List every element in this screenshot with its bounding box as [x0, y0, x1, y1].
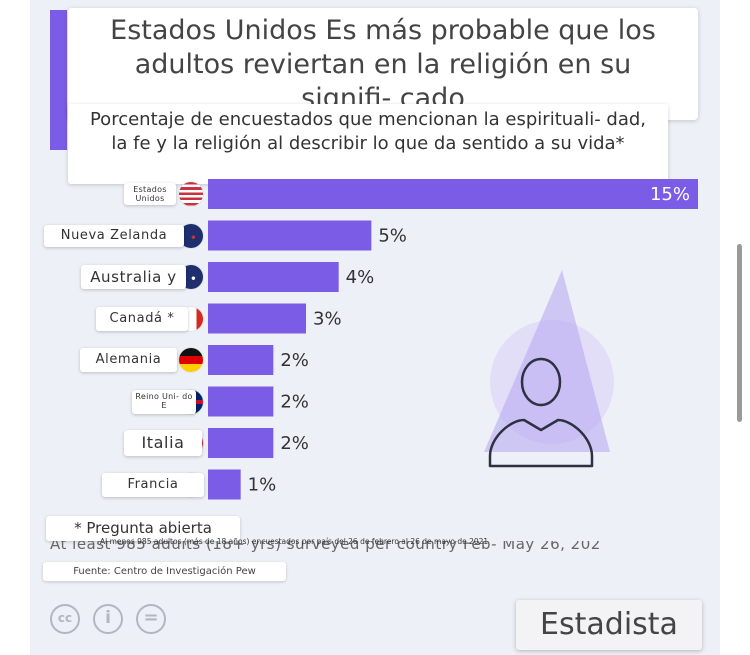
us-flag-icon [179, 182, 203, 206]
category-label-australia-y: Australia y [81, 265, 186, 289]
bar-estados-unidos [208, 179, 698, 209]
value-label-estados-unidos: 15% [650, 184, 690, 205]
person-spotlight-icon [484, 270, 614, 468]
category-label-reino-uni-do-e: Reino Uni- do E [132, 389, 196, 414]
bar-italia [208, 428, 274, 458]
category-label-estados-unidos: Estados Unidos [124, 183, 176, 205]
attribution-icon[interactable]: i [93, 604, 123, 634]
survey-details: Al menos 985 adultos (más de 18 años) en… [100, 537, 489, 546]
value-label-canada: 3% [313, 309, 342, 330]
creative-commons-icon[interactable]: cc [50, 604, 80, 634]
category-label-italia: Italia [124, 430, 202, 456]
category-label-canada: Canadá * [96, 306, 188, 331]
no-derivatives-icon[interactable]: = [136, 604, 166, 634]
source-link[interactable]: Fuente: Centro de Investigación Pew [43, 562, 286, 581]
bar-australia-y [208, 262, 339, 292]
bar-nueva-zelanda [208, 220, 372, 251]
value-label-alemania: 2% [280, 350, 309, 371]
bar-canada [208, 303, 306, 334]
subtitle-card: Porcentaje de encuestados que mencionan … [68, 104, 668, 184]
value-label-italia: 2% [280, 433, 309, 454]
title-card: Estados Unidos Es más probable que los a… [68, 8, 698, 120]
title-accent-bar [50, 10, 67, 150]
value-label-francia: 1% [248, 475, 277, 496]
chart-subtitle: Porcentaje de encuestados que mencionan … [89, 109, 647, 154]
value-label-australia-y: 4% [346, 267, 375, 288]
bar-reino-uni-do-e [208, 386, 274, 417]
brand-button[interactable]: Estadista [516, 600, 702, 650]
germany-flag-icon [179, 348, 203, 372]
category-label-alemania: Alemania [80, 348, 177, 372]
bar-francia [208, 469, 241, 500]
footnote: * Pregunta abierta [46, 516, 240, 541]
category-label-nueva-zelanda: Nueva Zelanda [44, 224, 184, 247]
value-label-reino-uni-do-e: 2% [280, 392, 309, 413]
value-label-nueva-zelanda: 5% [378, 226, 407, 247]
category-label-francia: Francia [102, 472, 204, 497]
scrollbar[interactable] [737, 244, 742, 422]
bar-alemania [208, 345, 274, 375]
details-ghost-text: At least 985 adults (18+ yrs) surveyed p… [50, 541, 600, 553]
